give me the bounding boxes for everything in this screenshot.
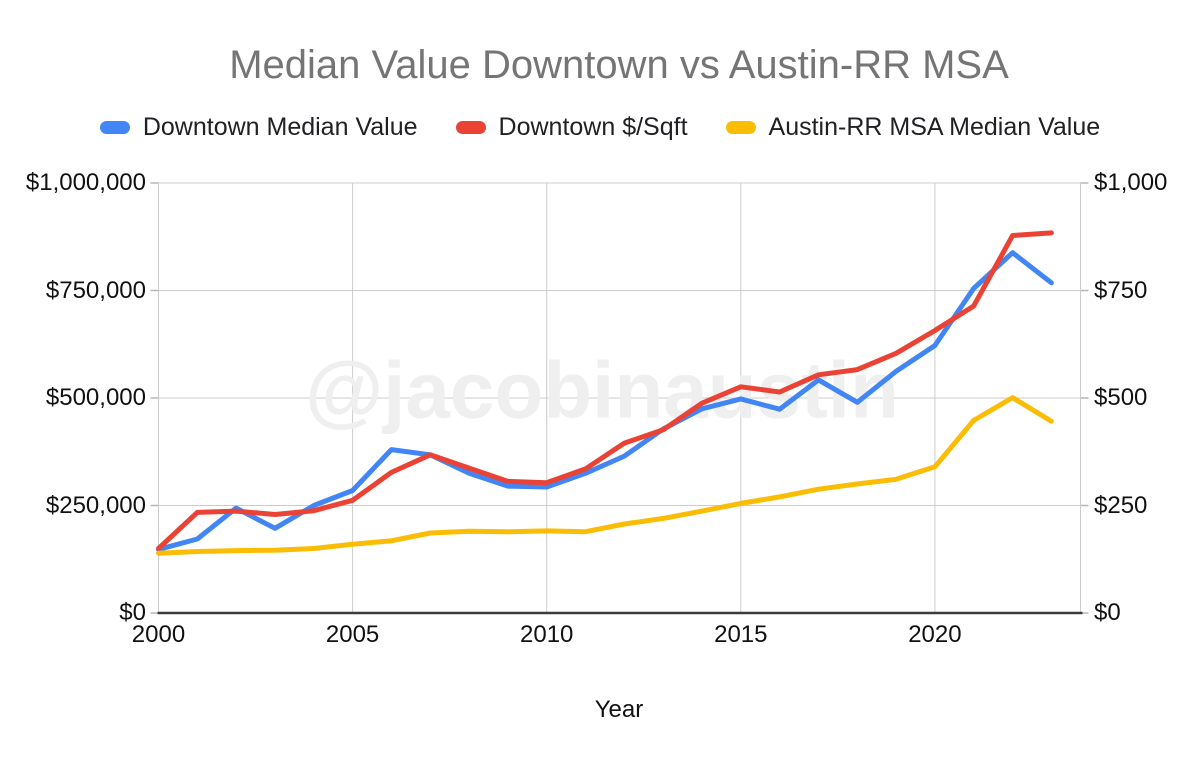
y-axis-label-left: $0: [119, 599, 146, 626]
y-axis-label-left: $500,000: [45, 384, 146, 411]
x-axis-label: 2015: [714, 621, 768, 648]
legend-label: Downtown $/Sqft: [498, 112, 688, 141]
y-axis-label-left: $1,000,000: [25, 169, 146, 196]
chart-title: Median Value Downtown vs Austin-RR MSA: [229, 43, 1009, 87]
series-line-austin-rr-msa-median-value: [156, 395, 1054, 556]
x-axis-label: 2010: [520, 621, 574, 648]
legend-label: Austin-RR MSA Median Value: [768, 112, 1101, 141]
x-axis-title: Year: [594, 696, 644, 723]
y-axis-label-left: $250,000: [45, 491, 146, 519]
x-axis-label: 2005: [325, 621, 380, 648]
watermark-text: @jacobinaustin: [305, 346, 899, 435]
y-axis-label-right: $250: [1094, 491, 1148, 519]
x-axis-label: 2000: [131, 621, 186, 648]
legend-item-downtown-median-value[interactable]: Downtown Median Value: [99, 112, 418, 142]
legend-swatch-red: [455, 120, 486, 134]
gridlines: [150, 182, 1089, 614]
y-axis-label-left: $750,000: [45, 276, 146, 304]
legend-swatch-yellow: [725, 120, 756, 134]
y-axis-label-right: $1,000: [1094, 169, 1168, 196]
x-axis-label: 2020: [908, 621, 962, 648]
legend-item-austin-rr-msa[interactable]: Austin-RR MSA Median Value: [725, 112, 1101, 142]
legend-item-downtown-per-sqft[interactable]: Downtown $/Sqft: [455, 112, 688, 142]
series-line-downtown-sqft: [156, 230, 1054, 551]
y-axis-label-right: $750: [1094, 276, 1148, 304]
series-lines: [156, 230, 1054, 556]
legend-swatch-blue: [99, 120, 130, 134]
legend: Downtown Median Value Downtown $/Sqft Au…: [0, 112, 1200, 142]
y-axis-label-right: $500: [1094, 384, 1148, 411]
legend-label: Downtown Median Value: [142, 112, 418, 141]
y-axis-label-right: $0: [1094, 599, 1121, 626]
